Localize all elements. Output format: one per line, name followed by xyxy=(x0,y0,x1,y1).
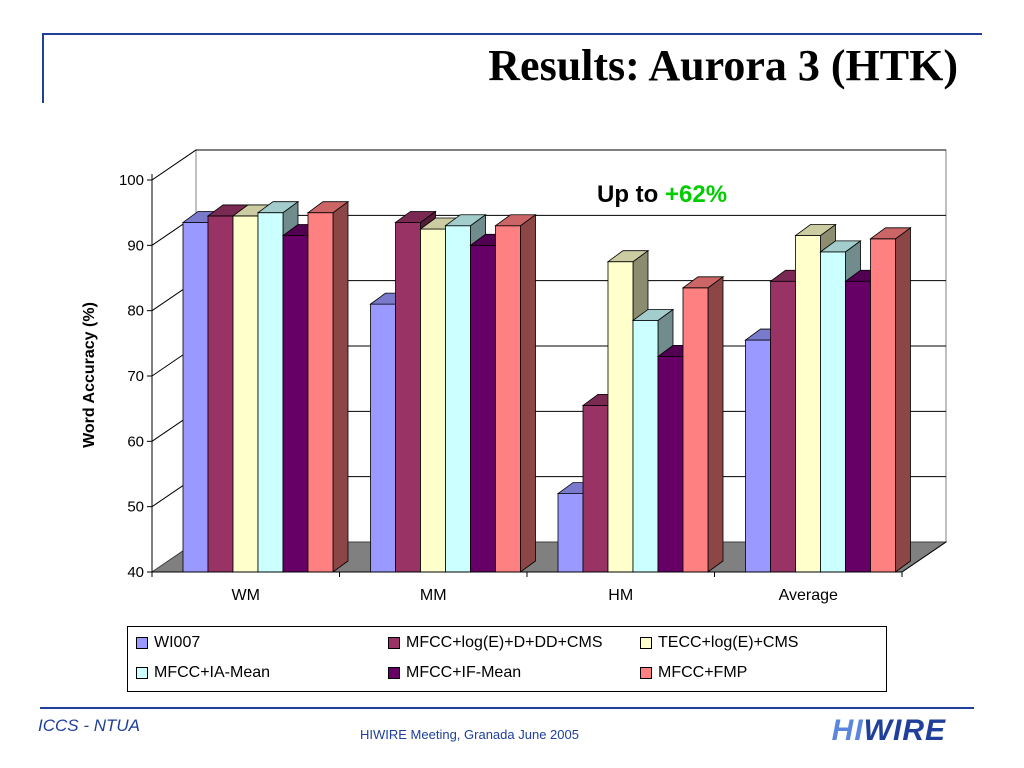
bar-top xyxy=(794,224,837,236)
bar-top xyxy=(394,211,437,223)
bar-front xyxy=(470,244,496,573)
x-tick-label: MM xyxy=(420,587,447,604)
bar-front xyxy=(657,355,684,573)
bar-front xyxy=(207,215,234,573)
bar-front xyxy=(445,225,471,573)
bar-top xyxy=(606,250,650,263)
bar-front xyxy=(420,228,446,573)
bar-side xyxy=(520,213,536,573)
bar-front xyxy=(607,261,634,573)
bar-top xyxy=(681,276,725,289)
legend-label: MFCC+log(E)+D+DD+CMS xyxy=(406,634,603,651)
x-tick-label: Average xyxy=(779,587,838,604)
frame-left-line xyxy=(42,33,44,103)
bar-front xyxy=(232,215,259,573)
annotation-value: +62% xyxy=(665,181,727,208)
slide-title: Results: Aurora 3 (HTK) xyxy=(488,41,958,90)
y-tick-label: 50 xyxy=(127,499,144,516)
axis-layer: 40 50 60 70 80 90 100 WM MM HM Average xyxy=(119,172,947,604)
bar-front xyxy=(370,303,396,573)
legend-item: WI007 xyxy=(136,634,200,652)
footer-left-text: ICCS - NTUA xyxy=(38,716,140,735)
bar-front xyxy=(182,222,209,573)
bar-top xyxy=(869,227,912,240)
bar-front xyxy=(307,212,334,573)
legend-swatch xyxy=(136,667,148,679)
bar-top xyxy=(494,214,537,227)
bar-top xyxy=(444,214,487,227)
legend-item: MFCC+IF-Mean xyxy=(388,664,521,682)
bar-front xyxy=(820,251,846,573)
bar-side xyxy=(707,276,724,573)
gridline-side xyxy=(151,149,197,181)
bar-front xyxy=(557,493,584,573)
bar xyxy=(869,227,912,573)
bar-top xyxy=(631,309,675,321)
legend-label: TECC+log(E)+CMS xyxy=(658,634,799,651)
bar xyxy=(681,276,725,573)
bar-front xyxy=(870,238,896,573)
y-tick-label: 60 xyxy=(127,433,144,450)
legend-swatch xyxy=(388,667,400,679)
legend-swatch xyxy=(136,637,148,649)
legend-swatch xyxy=(640,637,652,649)
bar-front xyxy=(745,339,771,573)
legend-item: TECC+log(E)+CMS xyxy=(640,634,798,652)
bar-front xyxy=(582,404,609,573)
x-tick-label: WM xyxy=(232,587,260,604)
bar-top xyxy=(819,240,862,253)
bar-front xyxy=(682,287,709,573)
hiwire-logo: HIWIRE xyxy=(832,714,946,748)
legend-item: MFCC+IA-Mean xyxy=(136,664,270,682)
legend-label: MFCC+FMP xyxy=(658,664,748,681)
bar xyxy=(494,213,537,573)
footer-line xyxy=(40,707,974,709)
bar xyxy=(306,200,350,573)
annotation-text: Up to +62% xyxy=(597,181,727,208)
y-tick-label: 90 xyxy=(127,237,144,254)
footer-center-text: HIWIRE Meeting, Granada June 2005 xyxy=(360,727,579,742)
frame-top-line xyxy=(42,33,982,35)
legend-label: MFCC+IA-Mean xyxy=(154,664,271,681)
bar-front xyxy=(632,320,659,573)
bar-front xyxy=(770,280,796,573)
bars-layer xyxy=(181,200,912,573)
y-tick-label: 100 xyxy=(119,172,144,189)
legend-label: WI007 xyxy=(154,634,201,651)
floor-edge xyxy=(901,541,947,573)
bar-front xyxy=(795,235,821,573)
chart-legend: WI007 MFCC+log(E)+D+DD+CMS TECC+log(E)+CMS… xyxy=(127,626,887,692)
y-tick-label: 70 xyxy=(127,368,144,385)
legend-swatch xyxy=(640,667,652,679)
bar-side xyxy=(895,227,911,573)
bar-front xyxy=(495,225,521,573)
logo-part-2: WIRE xyxy=(863,714,946,747)
bar-front xyxy=(282,235,309,573)
bar-side xyxy=(332,200,349,573)
y-tick-label: 80 xyxy=(127,303,144,320)
bar-front xyxy=(395,222,421,573)
legend-item: MFCC+FMP xyxy=(640,664,747,682)
bar-front xyxy=(257,212,284,573)
x-tick-label: HM xyxy=(608,587,633,604)
y-tick-label: 40 xyxy=(127,564,144,581)
legend-item: MFCC+log(E)+D+DD+CMS xyxy=(388,634,602,652)
bar-top xyxy=(256,201,300,214)
bar-top xyxy=(306,201,350,214)
logo-part-1: HI xyxy=(831,714,864,747)
bar-front xyxy=(845,280,871,573)
legend-swatch xyxy=(388,637,400,649)
annotation-prefix: Up to xyxy=(597,181,665,208)
y-axis-label: Word Accuracy (%) xyxy=(81,302,98,448)
legend-label: MFCC+IF-Mean xyxy=(406,664,522,681)
